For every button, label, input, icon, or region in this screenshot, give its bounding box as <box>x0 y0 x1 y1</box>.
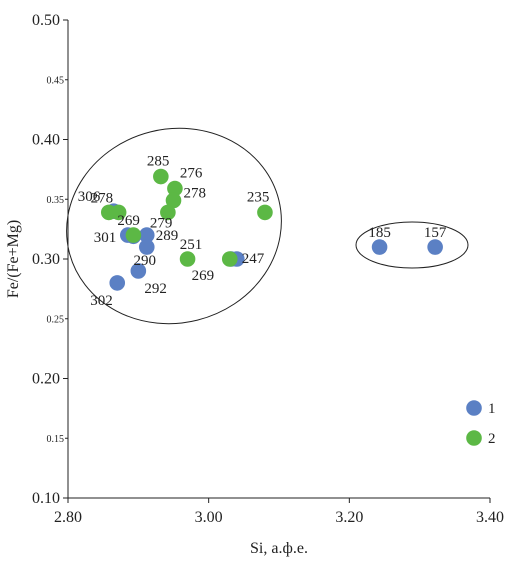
series-1-point <box>109 275 126 291</box>
point-label: 157 <box>424 225 447 241</box>
y-minor-tick-label: 0.35 <box>47 195 65 206</box>
y-minor-tick-label: 0.45 <box>47 75 65 86</box>
y-axis-title: Fe/(Fe+Mg) <box>5 220 22 298</box>
y-tick-label: 0.30 <box>32 251 60 268</box>
x-axis-title: Si, а.ф.е. <box>250 540 308 557</box>
series-2-point <box>179 251 196 267</box>
point-label: 278 <box>91 190 114 206</box>
x-tick-label: 3.40 <box>476 509 504 526</box>
point-label: 279 <box>150 215 173 231</box>
series-2-point <box>160 204 176 221</box>
y-tick-label: 0.50 <box>32 12 60 29</box>
x-tick-label: 2.80 <box>54 509 82 526</box>
x-tick-label: 3.20 <box>335 509 363 526</box>
point-label: 185 <box>368 225 391 241</box>
point-label: 285 <box>147 154 170 170</box>
point-label: 306 <box>78 189 101 205</box>
point-label: 290 <box>134 253 157 269</box>
series-1-point <box>138 227 155 243</box>
series-1-point <box>130 263 147 279</box>
point-label: 269 <box>117 213 140 229</box>
axes <box>67 20 490 499</box>
series-2-point <box>110 204 127 221</box>
point-label: 235 <box>247 189 270 205</box>
point-label: 247 <box>242 251 265 267</box>
legend-label: 2 <box>488 431 496 447</box>
point-label: 302 <box>90 293 113 309</box>
right-cluster-ellipse <box>355 221 469 269</box>
axis-ticks: 0.10 0.20 0.30 0.40 0.50 0.15 0.25 0.35 0.45 2.80… <box>32 12 504 526</box>
point-label: 289 <box>156 228 179 244</box>
series-1-point <box>427 239 443 255</box>
series-2-point <box>165 192 182 209</box>
legend-marker-2 <box>466 430 482 446</box>
point-label: 278 <box>184 185 207 201</box>
series-2-point <box>257 204 273 221</box>
y-minor-tick-label: 0.25 <box>47 314 65 325</box>
y-tick-label: 0.20 <box>32 371 60 388</box>
x-tick-label: 3.00 <box>195 509 223 526</box>
y-tick-label: 0.10 <box>32 490 60 507</box>
point-label: 269 <box>192 268 215 284</box>
left-cluster-ellipse <box>66 127 282 325</box>
series-1-point <box>371 239 388 255</box>
series-2-point <box>221 251 238 267</box>
legend: 12 <box>466 400 496 447</box>
y-minor-tick-label: 0.15 <box>47 434 65 445</box>
series-1-point <box>138 239 155 255</box>
point-label: 251 <box>180 237 203 253</box>
legend-marker-1 <box>466 400 482 416</box>
y-tick-label: 0.40 <box>32 132 60 149</box>
series-2-point <box>125 227 142 243</box>
series-2-point <box>167 180 183 197</box>
point-label: 301 <box>94 230 117 246</box>
cluster-ellipses <box>66 127 469 325</box>
point-label: 292 <box>144 281 167 297</box>
data-points <box>100 168 443 291</box>
legend-label: 1 <box>488 401 496 417</box>
point-label: 276 <box>180 165 203 181</box>
series-2-point <box>153 168 169 185</box>
